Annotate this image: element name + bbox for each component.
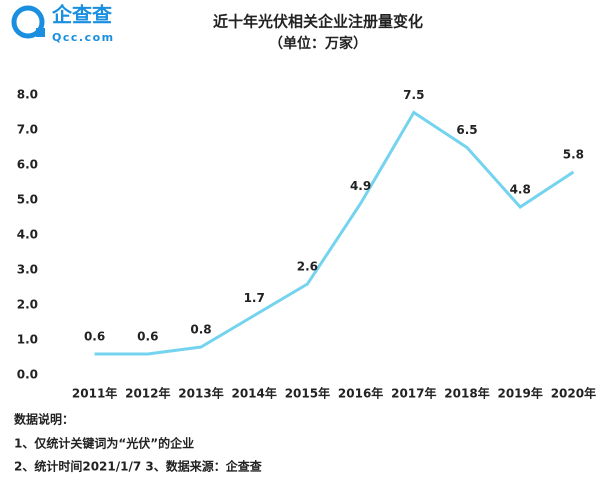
data-label: 0.6	[84, 330, 105, 344]
data-label: 5.8	[563, 148, 584, 162]
x-tick-label: 2011年	[72, 386, 117, 401]
x-tick-label: 2014年	[231, 386, 276, 401]
y-tick-label: 6.0	[17, 158, 38, 172]
note: 数据说明：	[14, 412, 74, 427]
x-tick-label: 2019年	[497, 386, 542, 401]
data-label: 1.7	[244, 291, 265, 305]
x-tick-label: 2020年	[551, 386, 596, 401]
chart-title: 近十年光伏相关企业注册量变化	[213, 13, 423, 31]
y-tick-label: 8.0	[17, 88, 38, 102]
x-tick-label: 2013年	[178, 386, 223, 401]
y-tick-label: 0.0	[17, 368, 38, 382]
note: 1、仅统计关键词为“光伏”的企业	[14, 436, 194, 451]
data-label: 2.6	[297, 260, 318, 274]
x-tick-label: 2017年	[391, 386, 436, 401]
data-label: 4.8	[510, 183, 531, 197]
chart-subtitle: （单位：万家）	[269, 35, 367, 52]
y-tick-label: 7.0	[17, 123, 38, 137]
y-tick-label: 4.0	[17, 228, 38, 242]
logo-site: Qcc.com	[52, 31, 115, 44]
data-label: 7.5	[403, 88, 424, 102]
x-tick-label: 2018年	[444, 386, 489, 401]
y-tick-label: 3.0	[17, 263, 38, 277]
logo: 企查查 Qcc.com	[11, 3, 115, 44]
data-label: 4.9	[350, 179, 371, 193]
y-tick-label: 1.0	[17, 333, 38, 347]
x-tick-label: 2012年	[125, 386, 170, 401]
y-tick-label: 2.0	[17, 298, 38, 312]
logo-icon-tail	[36, 28, 45, 37]
data-label: 0.6	[137, 330, 158, 344]
x-tick-label: 2016年	[338, 386, 383, 401]
x-tick-label: 2015年	[285, 386, 330, 401]
data-label: 6.5	[456, 123, 477, 137]
y-tick-label: 5.0	[17, 193, 38, 207]
data-label: 0.8	[190, 323, 211, 337]
line	[94, 110, 575, 356]
logo-icon	[11, 5, 45, 39]
logo-name: 企查查	[51, 3, 112, 27]
note: 2、统计时间2021/1/7 3、数据来源：企查查	[14, 459, 263, 474]
